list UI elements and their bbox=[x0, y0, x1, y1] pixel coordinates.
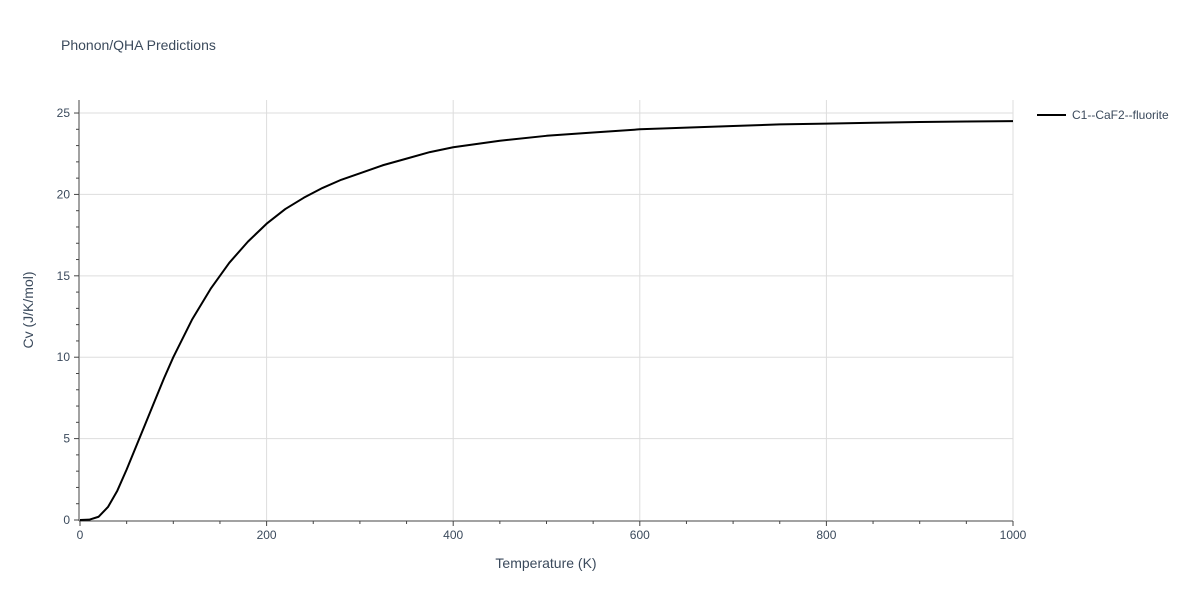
y-axis-ticks: 0 5 10 15 20 25 bbox=[57, 106, 79, 527]
x-axis-ticks: 0 200 400 600 800 1000 bbox=[77, 521, 1027, 542]
gridlines bbox=[80, 100, 1014, 520]
legend[interactable]: C1--CaF2--fluorite bbox=[1037, 108, 1169, 122]
chart-title: Phonon/QHA Predictions bbox=[61, 37, 216, 53]
series-lines bbox=[79, 120, 1014, 521]
x-tick-label: 200 bbox=[257, 528, 277, 542]
x-tick-label: 1000 bbox=[1000, 528, 1027, 542]
x-tick-label: 0 bbox=[77, 528, 84, 542]
y-tick-label: 5 bbox=[63, 432, 70, 446]
legend-label: C1--CaF2--fluorite bbox=[1072, 108, 1169, 122]
x-tick-label: 800 bbox=[816, 528, 836, 542]
y-axis-title: Cv (J/K/mol) bbox=[20, 272, 36, 349]
y-tick-label: 0 bbox=[63, 513, 70, 527]
axes bbox=[78, 100, 1013, 522]
x-tick-label: 400 bbox=[443, 528, 463, 542]
x-tick-label: 600 bbox=[630, 528, 650, 542]
series-line bbox=[79, 120, 1014, 521]
y-tick-label: 25 bbox=[57, 106, 71, 120]
y-tick-label: 10 bbox=[57, 350, 71, 364]
y-tick-label: 20 bbox=[57, 187, 71, 201]
y-tick-label: 15 bbox=[57, 269, 71, 283]
x-axis-title: Temperature (K) bbox=[495, 555, 596, 571]
